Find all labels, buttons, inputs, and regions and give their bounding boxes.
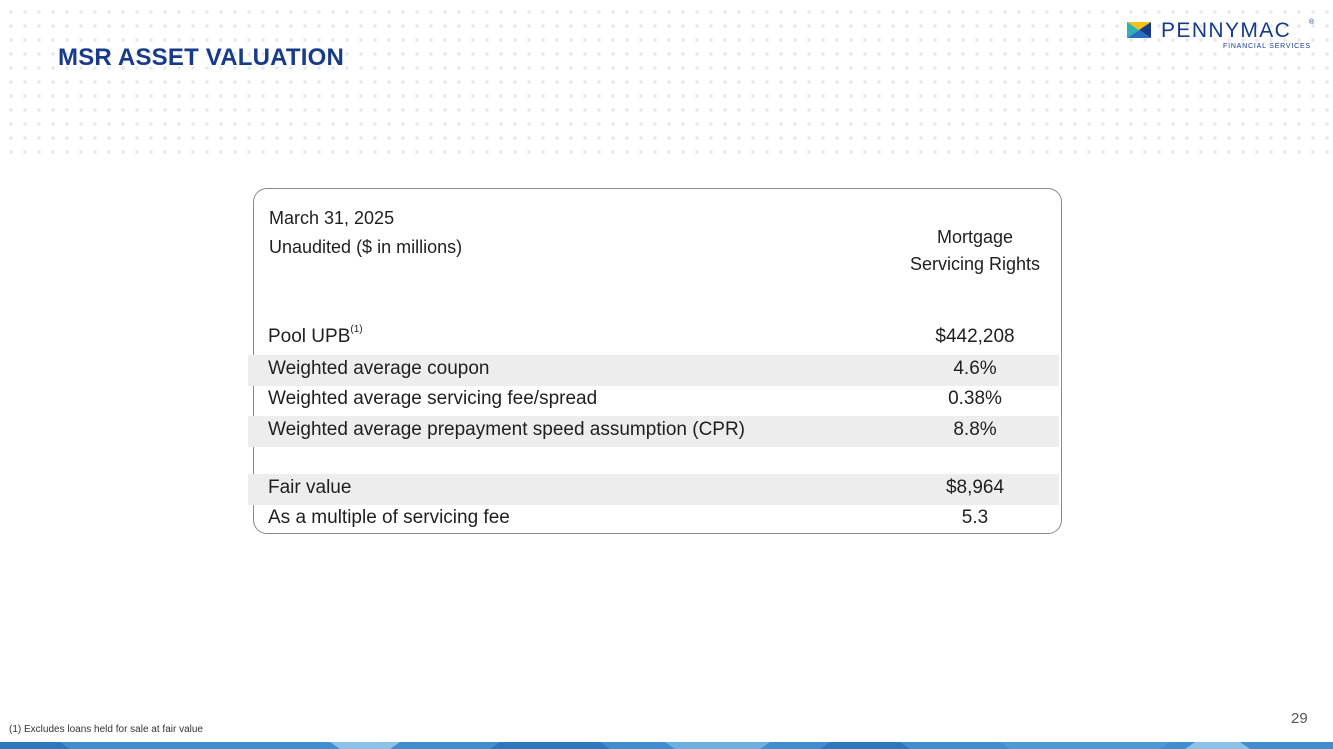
row-value: 0.38% xyxy=(948,388,1002,409)
column-header-line2: Servicing Rights xyxy=(909,254,1041,274)
page-title: MSR ASSET VALUATION xyxy=(58,44,345,71)
row-value: $442,208 xyxy=(935,326,1015,347)
dotted-background xyxy=(0,0,1333,160)
table-row-cpr: Weighted average prepayment speed assump… xyxy=(248,416,1059,447)
row-label: Weighted average servicing fee/spread xyxy=(268,388,598,409)
table-row-coupon: Weighted average coupon 4.6% xyxy=(248,355,1059,386)
row-label: Pool UPB(1) xyxy=(268,324,363,347)
logo-subtitle: FINANCIAL SERVICES xyxy=(1223,43,1311,50)
bottom-color-band xyxy=(0,742,1333,749)
table-date: March 31, 2025 xyxy=(269,208,395,228)
row-label: Fair value xyxy=(268,477,352,498)
table-row-servicing-fee: Weighted average servicing fee/spread 0.… xyxy=(248,385,1059,416)
row-label: As a multiple of servicing fee xyxy=(268,507,510,528)
page-number: 29 xyxy=(1291,710,1308,727)
column-header-msr: Mortgage Servicing Rights xyxy=(890,224,1060,278)
logo-registered-mark: ® xyxy=(1309,19,1315,26)
row-value: 8.8% xyxy=(953,419,997,440)
pennymac-logo: PENNYMAC ® FINANCIAL SERVICES xyxy=(1127,19,1317,53)
pennymac-flag-icon xyxy=(1127,22,1151,38)
row-value: 5.3 xyxy=(961,507,989,528)
table-units: Unaudited ($ in millions) xyxy=(269,237,463,257)
table-row-pool-upb: Pool UPB(1) $442,208 xyxy=(248,323,1059,354)
table-row-fair-value: Fair value $8,964 xyxy=(248,474,1059,505)
row-value: $8,964 xyxy=(945,477,1005,498)
logo-wordmark: PENNYMAC xyxy=(1161,19,1292,42)
table-row-multiple: As a multiple of servicing fee 5.3 xyxy=(248,504,1059,535)
row-value: 4.6% xyxy=(953,358,997,379)
column-header-line1: Mortgage xyxy=(936,227,1014,247)
footnote-ref: (1) xyxy=(350,324,363,335)
footnote: (1) Excludes loans held for sale at fair… xyxy=(9,724,203,735)
row-label: Weighted average coupon xyxy=(268,358,490,379)
row-label: Weighted average prepayment speed assump… xyxy=(268,419,746,440)
